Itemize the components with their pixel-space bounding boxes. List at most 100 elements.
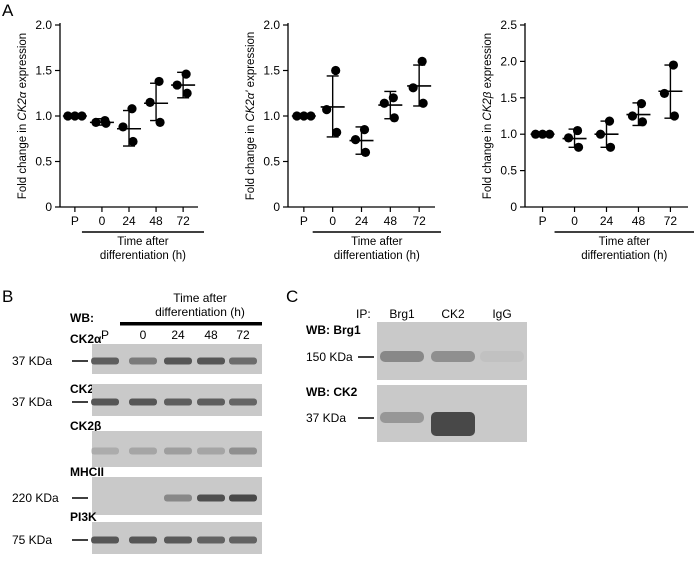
data-point bbox=[127, 104, 137, 114]
western-blot-b: WB: Time after differentiation (h) P 0 24 4… bbox=[12, 291, 262, 554]
lane-label: 0 bbox=[140, 328, 147, 342]
size-marker: 37 KDa bbox=[12, 354, 52, 368]
lane-label: 48 bbox=[204, 328, 218, 342]
band bbox=[91, 398, 119, 406]
band bbox=[229, 494, 257, 502]
data-point bbox=[669, 111, 680, 121]
band bbox=[197, 398, 225, 406]
data-point bbox=[322, 105, 332, 115]
western-blot-c: IP: Brg1 CK2 IgG WB: Brg1 150 KDa WB: CK2 37 K… bbox=[306, 307, 527, 442]
y-tick-label: 0.5 bbox=[263, 155, 280, 169]
data-point bbox=[172, 80, 182, 90]
ip-band bbox=[431, 351, 475, 362]
data-point bbox=[389, 113, 399, 123]
y-tick-label: 2.0 bbox=[263, 18, 280, 32]
data-point bbox=[572, 125, 583, 136]
data-point bbox=[145, 97, 155, 107]
band bbox=[229, 536, 257, 544]
ip-lane-label: IgG bbox=[492, 307, 511, 321]
band bbox=[129, 536, 157, 544]
data-point bbox=[128, 136, 138, 147]
blot-row-name: CK2α bbox=[70, 332, 102, 346]
band bbox=[164, 494, 192, 502]
band bbox=[164, 357, 192, 365]
data-point bbox=[155, 117, 165, 127]
blot-header-line1: Time after bbox=[173, 291, 227, 305]
band bbox=[91, 447, 119, 455]
data-point bbox=[306, 111, 316, 121]
ip-size-marker: 37 KDa bbox=[306, 411, 346, 425]
y-tick-label: 1.0 bbox=[263, 109, 280, 123]
x-tick-label: 24 bbox=[122, 214, 136, 228]
data-point bbox=[637, 117, 648, 127]
data-point bbox=[299, 111, 309, 121]
chart-ck2-alpha: 0 0.5 1.0 1.5 2.0 P 0 24 48 72 Time after different… bbox=[17, 18, 204, 262]
panel-letter-a: A bbox=[2, 1, 14, 20]
data-point bbox=[118, 122, 128, 132]
size-marker: 75 KDa bbox=[12, 533, 52, 547]
x-tick-label: 0 bbox=[329, 214, 336, 228]
data-point bbox=[63, 111, 73, 121]
y-tick-label: 1.5 bbox=[263, 64, 280, 78]
ip-lane-label: Brg1 bbox=[389, 307, 415, 321]
y-tick-label: 0 bbox=[45, 200, 52, 214]
blot-strip bbox=[92, 431, 262, 467]
band bbox=[129, 398, 157, 406]
data-point bbox=[605, 142, 616, 152]
x-tick-label: 0 bbox=[99, 214, 106, 228]
y-axis-label: Fold change in CK2β expression bbox=[482, 33, 494, 199]
data-point bbox=[604, 116, 615, 126]
data-point bbox=[388, 93, 398, 103]
y-tick-label: 2.5 bbox=[500, 18, 517, 32]
ip-band bbox=[431, 412, 475, 436]
data-point bbox=[350, 135, 361, 145]
y-axis-label: Fold change in CK2α' expression bbox=[245, 32, 257, 201]
data-point bbox=[101, 118, 111, 128]
panel-letter-b: B bbox=[2, 287, 13, 306]
ip-label: IP: bbox=[356, 307, 371, 321]
data-point bbox=[595, 129, 606, 139]
ip-band bbox=[380, 351, 424, 362]
data-point bbox=[636, 99, 647, 109]
x-tick-label: 72 bbox=[412, 214, 426, 228]
x-tick-label: 24 bbox=[355, 214, 369, 228]
size-marker: 37 KDa bbox=[12, 395, 52, 409]
blot-header-line2: differentiation (h) bbox=[155, 305, 245, 319]
x-axis-label-line1: Time after bbox=[117, 236, 169, 248]
band bbox=[229, 447, 257, 455]
band bbox=[164, 398, 192, 406]
band bbox=[91, 357, 119, 365]
y-tick-label: 2.0 bbox=[500, 54, 517, 68]
x-tick-label: 48 bbox=[384, 214, 398, 228]
band bbox=[164, 536, 192, 544]
data-point bbox=[563, 133, 574, 143]
chart-ck2-alpha-prime: 0 0.5 1.0 1.5 2.0 P 0 24 48 72 Time after different… bbox=[245, 18, 441, 262]
data-point bbox=[537, 129, 548, 139]
ip-band bbox=[480, 351, 524, 362]
data-point bbox=[668, 60, 679, 70]
band bbox=[129, 357, 157, 365]
band bbox=[197, 494, 225, 502]
y-tick-label: 2.0 bbox=[35, 18, 52, 32]
data-point bbox=[573, 142, 584, 152]
x-tick-label: 48 bbox=[149, 214, 163, 228]
size-marker: 220 KDa bbox=[12, 491, 59, 505]
band bbox=[229, 357, 257, 365]
x-axis-label-line2: differentiation (h) bbox=[334, 250, 420, 262]
data-point bbox=[91, 117, 101, 127]
y-tick-label: 1.5 bbox=[35, 64, 52, 78]
ip-blot-row-name: WB: Brg1 bbox=[306, 323, 361, 337]
x-tick-label: 72 bbox=[176, 214, 190, 228]
data-point bbox=[70, 111, 80, 121]
data-point bbox=[418, 98, 428, 108]
data-point bbox=[332, 127, 342, 137]
data-point bbox=[154, 76, 164, 87]
y-tick-label: 0 bbox=[510, 200, 517, 214]
data-point bbox=[659, 88, 670, 99]
data-point bbox=[77, 111, 87, 121]
data-point bbox=[544, 129, 555, 139]
band bbox=[197, 536, 225, 544]
band bbox=[197, 357, 225, 365]
blot-header-bar bbox=[120, 322, 262, 326]
x-tick-label: P bbox=[71, 214, 79, 228]
